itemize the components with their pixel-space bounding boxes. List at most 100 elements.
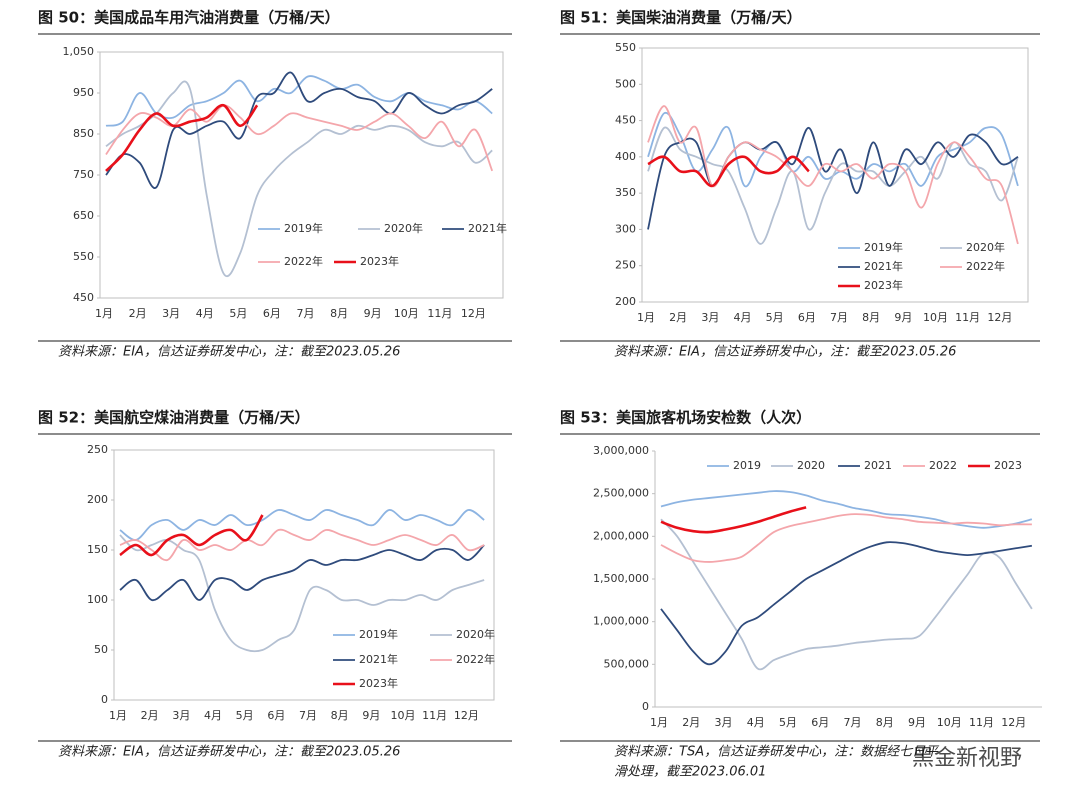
legend-label: 2020 — [797, 459, 825, 472]
plot-frame — [113, 449, 495, 701]
legend-label: 2020年 — [966, 240, 1005, 254]
chart-title: 图 50：美国成品车用汽油消费量（万桶/天） — [38, 9, 340, 27]
x-tick-label: 1月 — [95, 307, 113, 320]
y-tick-label: 950 — [73, 86, 94, 99]
x-tick-label: 6月 — [267, 709, 285, 722]
y-tick-label: 50 — [94, 643, 108, 656]
y-tick-label: 0 — [101, 693, 108, 706]
source-note: 资料来源：EIA，信达证券研发中心，注：截至2023.05.26 — [58, 745, 400, 760]
y-tick-label: 850 — [73, 127, 94, 140]
y-tick-label: 200 — [615, 295, 636, 308]
x-tick-label: 1月 — [637, 311, 655, 324]
series-line — [660, 541, 1033, 666]
x-tick-label: 5月 — [766, 311, 784, 324]
chart-title: 图 52：美国航空煤油消费量（万桶/天） — [38, 409, 310, 427]
x-tick-label: 12月 — [461, 307, 486, 320]
x-tick-label: 1月 — [650, 716, 668, 729]
legend-label: 2019年 — [864, 240, 903, 254]
y-tick-label: 500 — [615, 77, 636, 90]
x-tick-label: 2月 — [669, 311, 687, 324]
y-tick-label: 750 — [73, 168, 94, 181]
legend-label: 2023年 — [359, 676, 398, 690]
y-tick-label: 100 — [87, 593, 108, 606]
x-tick-label: 8月 — [862, 311, 880, 324]
y-tick-label: 1,050 — [63, 45, 95, 58]
y-tick-label: 500,000 — [604, 657, 650, 670]
legend-label: 2022 — [929, 459, 957, 472]
legend-label: 2022年 — [966, 259, 1005, 273]
x-tick-label: 1月 — [109, 709, 127, 722]
x-tick-label: 11月 — [955, 311, 980, 324]
y-tick-label: 2,500,000 — [593, 487, 649, 500]
y-tick-label: 200 — [87, 493, 108, 506]
legend-label: 2021 — [864, 459, 892, 472]
series-line — [119, 509, 485, 541]
source-note: 资料来源：TSA，信达证券研发中心，注：数据经七日平 — [614, 745, 940, 760]
x-tick-label: 10月 — [937, 716, 962, 729]
x-tick-label: 6月 — [811, 716, 829, 729]
x-tick-label: 3月 — [715, 716, 733, 729]
x-tick-label: 8月 — [331, 709, 349, 722]
legend-label: 2019年 — [359, 627, 398, 641]
x-tick-label: 12月 — [987, 311, 1012, 324]
x-tick-label: 6月 — [263, 307, 281, 320]
x-tick-label: 5月 — [236, 709, 254, 722]
legend-label: 2021年 — [359, 652, 398, 666]
legend-label: 2020年 — [384, 221, 423, 235]
legend-label: 2022年 — [284, 254, 323, 268]
legend-label: 2021年 — [468, 221, 507, 235]
series-line — [119, 514, 264, 557]
x-tick-label: 6月 — [798, 311, 816, 324]
y-tick-label: 550 — [73, 250, 94, 263]
legend-label: 2020年 — [456, 627, 495, 641]
x-tick-label: 8月 — [330, 307, 348, 320]
legend-label: 2019年 — [284, 221, 323, 235]
x-tick-label: 7月 — [830, 311, 848, 324]
y-tick-label: 450 — [73, 291, 94, 304]
series-line — [647, 105, 1019, 245]
x-tick-label: 3月 — [162, 307, 180, 320]
x-tick-label: 4月 — [204, 709, 222, 722]
y-tick-label: 150 — [87, 543, 108, 556]
x-tick-label: 4月 — [734, 311, 752, 324]
legend-label: 2021年 — [864, 259, 903, 273]
y-tick-label: 450 — [615, 114, 636, 127]
x-tick-label: 9月 — [908, 716, 926, 729]
x-tick-label: 11月 — [969, 716, 994, 729]
x-tick-label: 5月 — [229, 307, 247, 320]
x-tick-label: 5月 — [779, 716, 797, 729]
legend-label: 2022年 — [456, 652, 495, 666]
y-tick-label: 650 — [73, 209, 94, 222]
legend-label: 2023年 — [864, 278, 903, 292]
x-tick-label: 9月 — [364, 307, 382, 320]
y-tick-label: 2,000,000 — [593, 529, 649, 542]
x-tick-label: 3月 — [701, 311, 719, 324]
y-tick-label: 400 — [615, 150, 636, 163]
y-tick-label: 300 — [615, 222, 636, 235]
x-tick-label: 11月 — [422, 709, 447, 722]
x-tick-label: 7月 — [297, 307, 315, 320]
series-line — [660, 490, 1033, 529]
watermark: 黑金新视野 — [912, 746, 1022, 771]
series-line — [105, 80, 493, 277]
series-line — [647, 155, 810, 188]
x-tick-label: 10月 — [923, 311, 948, 324]
x-tick-label: 12月 — [1001, 716, 1026, 729]
x-tick-label: 11月 — [427, 307, 452, 320]
x-tick-label: 2月 — [129, 307, 147, 320]
series-line — [105, 71, 493, 189]
x-tick-label: 2月 — [141, 709, 159, 722]
x-tick-label: 9月 — [894, 311, 912, 324]
x-tick-label: 2月 — [682, 716, 700, 729]
legend-label: 2023年 — [360, 254, 399, 268]
x-tick-label: 12月 — [454, 709, 479, 722]
legend-label: 2023 — [994, 459, 1022, 472]
series-line — [119, 544, 485, 602]
plot-frame — [641, 47, 1029, 303]
y-tick-label: 1,500,000 — [593, 572, 649, 585]
x-tick-label: 9月 — [362, 709, 380, 722]
x-tick-label: 3月 — [172, 709, 190, 722]
x-tick-label: 4月 — [747, 716, 765, 729]
